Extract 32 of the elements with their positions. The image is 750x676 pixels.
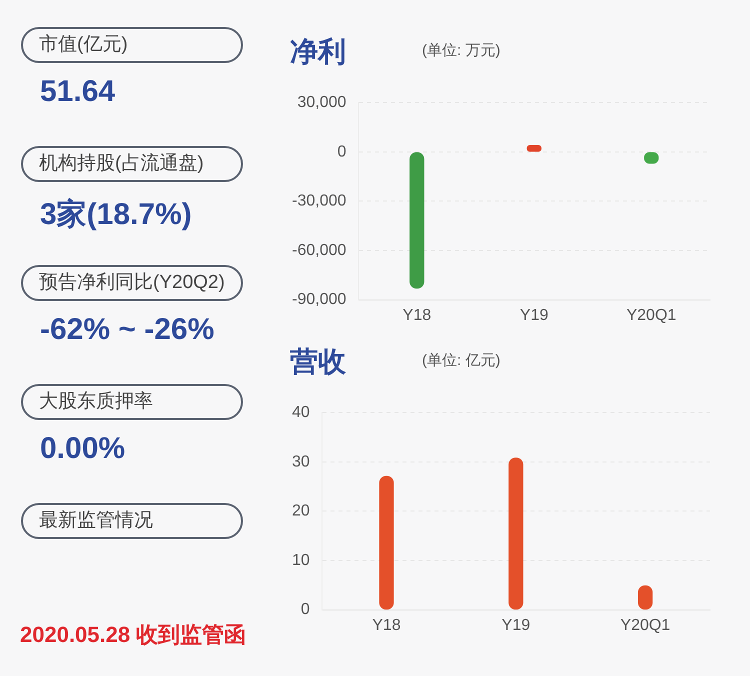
text: 0.00% [40,432,126,466]
y-tick-label: 0 [337,143,346,160]
text: 最新监管情况 [21,503,243,539]
text: -62% ~ -26% [40,313,214,347]
y-tick-label: 30,000 [297,94,346,112]
text: 机构持股(占流通盘) [21,146,243,182]
x-tick-label: Y20Q1 [626,306,676,324]
text: 2020.05.28 收到监管函 [20,621,246,649]
x-tick-label: Y20Q1 [620,616,670,634]
y-tick-label: 0 [300,601,310,618]
y-tick-label: 30 [292,453,310,470]
y-tick-label: -60,000 [292,242,346,259]
x-tick-label: Y19 [520,306,548,324]
text: 3家(18.7%) [40,196,192,233]
chart-subtitle: (单位: 亿元) [422,351,500,370]
bar [379,476,394,610]
x-tick-label: Y18 [402,306,432,324]
text: 预告净利同比(Y20Q2) [21,265,243,301]
y-tick-label: 40 [292,404,310,422]
y-tick-label: -30,000 [292,192,346,210]
x-tick-label: Y19 [502,616,530,634]
text: 51.64 [40,75,116,109]
chart-subtitle: (单位: 万元) [422,41,500,60]
y-tick-label: -90,000 [292,291,346,308]
text: 大股东质押率 [21,384,243,420]
y-tick-label: 20 [292,502,310,520]
x-tick-label: Y18 [372,616,401,634]
bar [508,458,524,610]
chart-title: 营收 [290,345,346,379]
text: 市值(亿元) [21,27,243,63]
chart-title: 净利 [290,35,346,69]
y-tick-label: 10 [292,552,310,569]
